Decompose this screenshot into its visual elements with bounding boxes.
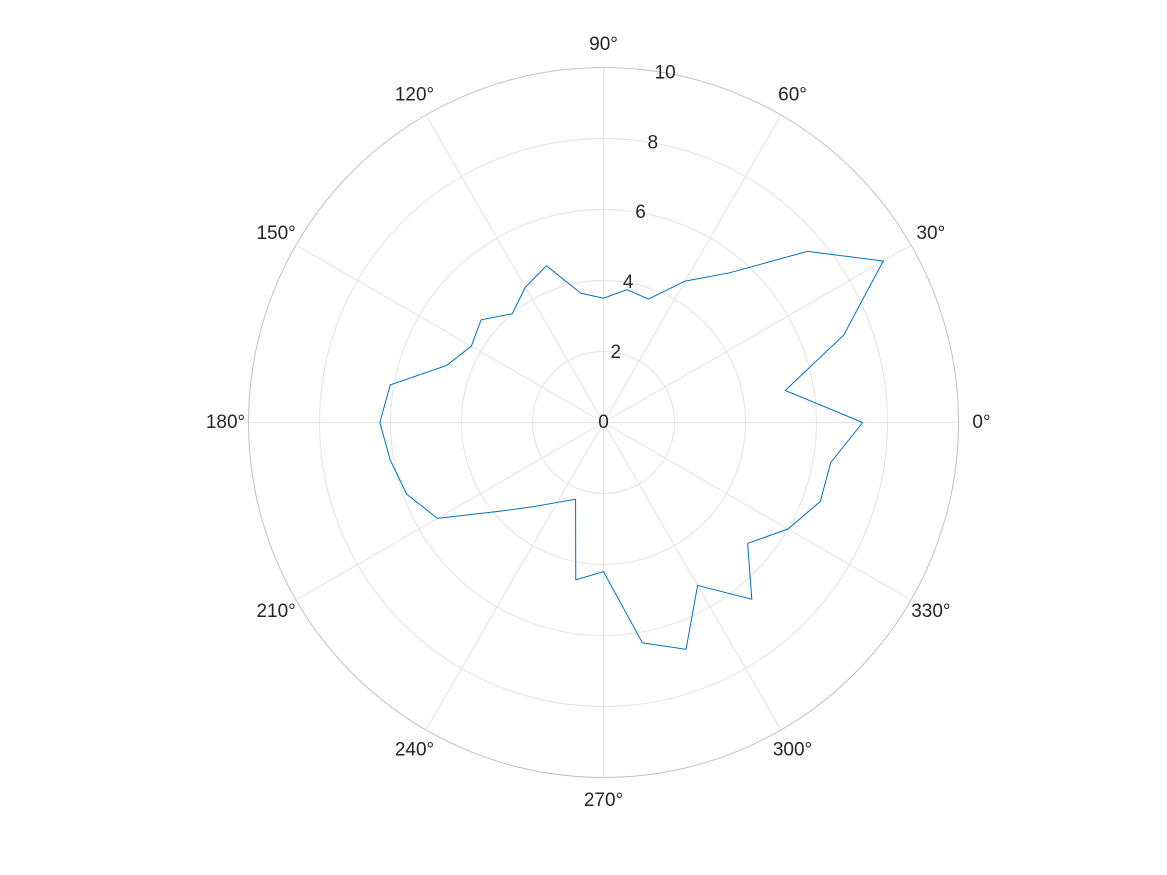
theta-grid-spoke-60 xyxy=(603,114,782,423)
theta-tick-label-60: 60° xyxy=(778,85,807,106)
r-tick-label-10: 10 xyxy=(655,62,676,83)
tick-labels: 0° 30° 60° 90° 120° 150° 180° 210° 240° 270° 300° 3… xyxy=(206,34,991,811)
theta-tick-label-270: 270° xyxy=(584,790,623,811)
theta-grid-spoke-330 xyxy=(603,422,912,601)
theta-tick-label-120: 120° xyxy=(395,85,434,106)
r-tick-label-8: 8 xyxy=(648,132,659,153)
r-tick-label-2: 2 xyxy=(611,342,622,363)
theta-tick-label-30: 30° xyxy=(916,223,945,244)
theta-tick-label-240: 240° xyxy=(395,739,434,760)
theta-grid-spoke-120 xyxy=(425,114,604,423)
theta-grid-spoke-150 xyxy=(295,244,604,423)
series-layer xyxy=(379,250,885,650)
r-tick-label-6: 6 xyxy=(635,202,646,223)
series-line-0 xyxy=(379,250,885,650)
theta-tick-label-90: 90° xyxy=(589,34,618,55)
theta-tick-label-180: 180° xyxy=(206,412,245,433)
theta-grid-spoke-30 xyxy=(603,244,912,423)
theta-grid-spoke-300 xyxy=(603,422,782,731)
theta-tick-label-210: 210° xyxy=(256,601,295,622)
theta-tick-label-0: 0° xyxy=(972,412,990,433)
theta-tick-label-330: 330° xyxy=(911,601,950,622)
r-tick-label-4: 4 xyxy=(623,272,634,293)
polar-grid xyxy=(248,67,959,778)
r-tick-label-0: 0 xyxy=(598,412,609,433)
theta-tick-label-150: 150° xyxy=(256,223,295,244)
theta-tick-label-300: 300° xyxy=(773,739,812,760)
theta-grid-spoke-240 xyxy=(425,422,604,731)
theta-grid-spoke-210 xyxy=(295,422,604,601)
